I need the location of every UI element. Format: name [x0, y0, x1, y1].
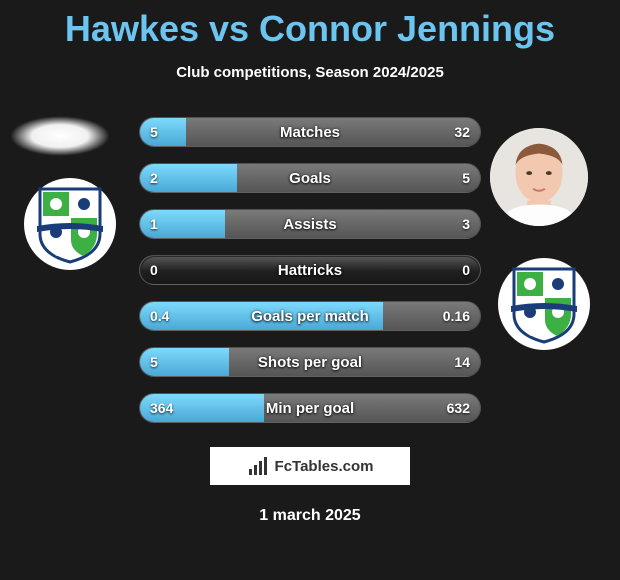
page-title: Hawkes vs Connor Jennings	[0, 0, 620, 50]
chart-icon	[247, 455, 269, 477]
stat-row: 2 Goals 5	[139, 163, 481, 193]
site-logo: FcTables.com	[210, 447, 410, 485]
stat-label: Goals per match	[251, 308, 369, 325]
player-left-photo	[10, 116, 110, 156]
stat-right-value: 3	[462, 216, 470, 232]
player-right-photo	[490, 128, 588, 226]
team-crest-right	[498, 258, 590, 350]
stat-right-value: 14	[454, 354, 470, 370]
stat-label: Hattricks	[278, 262, 342, 279]
stat-row: 0 Hattricks 0	[139, 255, 481, 285]
stat-left-value: 5	[150, 124, 158, 140]
date-label: 1 march 2025	[0, 507, 620, 525]
stat-right-value: 632	[447, 400, 470, 416]
stat-row: 5 Matches 32	[139, 117, 481, 147]
stat-left-value: 364	[150, 400, 173, 416]
stat-left-value: 0.4	[150, 308, 169, 324]
face-icon	[490, 128, 588, 226]
shield-icon	[35, 184, 105, 264]
stat-label: Matches	[280, 124, 340, 141]
team-crest-left	[24, 178, 116, 270]
stat-fill-right	[225, 210, 480, 238]
stat-label: Assists	[283, 216, 336, 233]
stat-left-value: 1	[150, 216, 158, 232]
stat-label: Shots per goal	[258, 354, 362, 371]
stat-label: Goals	[289, 170, 331, 187]
shield-icon	[509, 264, 579, 344]
stat-left-value: 0	[150, 262, 158, 278]
stat-fill-right	[237, 164, 480, 192]
stat-fill-left	[140, 118, 186, 146]
logo-text: FcTables.com	[275, 458, 374, 475]
stat-row: 5 Shots per goal 14	[139, 347, 481, 377]
stat-right-value: 32	[454, 124, 470, 140]
stat-right-value: 0.16	[443, 308, 470, 324]
stat-row: 1 Assists 3	[139, 209, 481, 239]
stat-left-value: 5	[150, 354, 158, 370]
stat-row: 364 Min per goal 632	[139, 393, 481, 423]
subtitle: Club competitions, Season 2024/2025	[0, 64, 620, 81]
stat-row: 0.4 Goals per match 0.16	[139, 301, 481, 331]
stat-label: Min per goal	[266, 400, 354, 417]
stat-right-value: 0	[462, 262, 470, 278]
stat-left-value: 2	[150, 170, 158, 186]
stat-right-value: 5	[462, 170, 470, 186]
